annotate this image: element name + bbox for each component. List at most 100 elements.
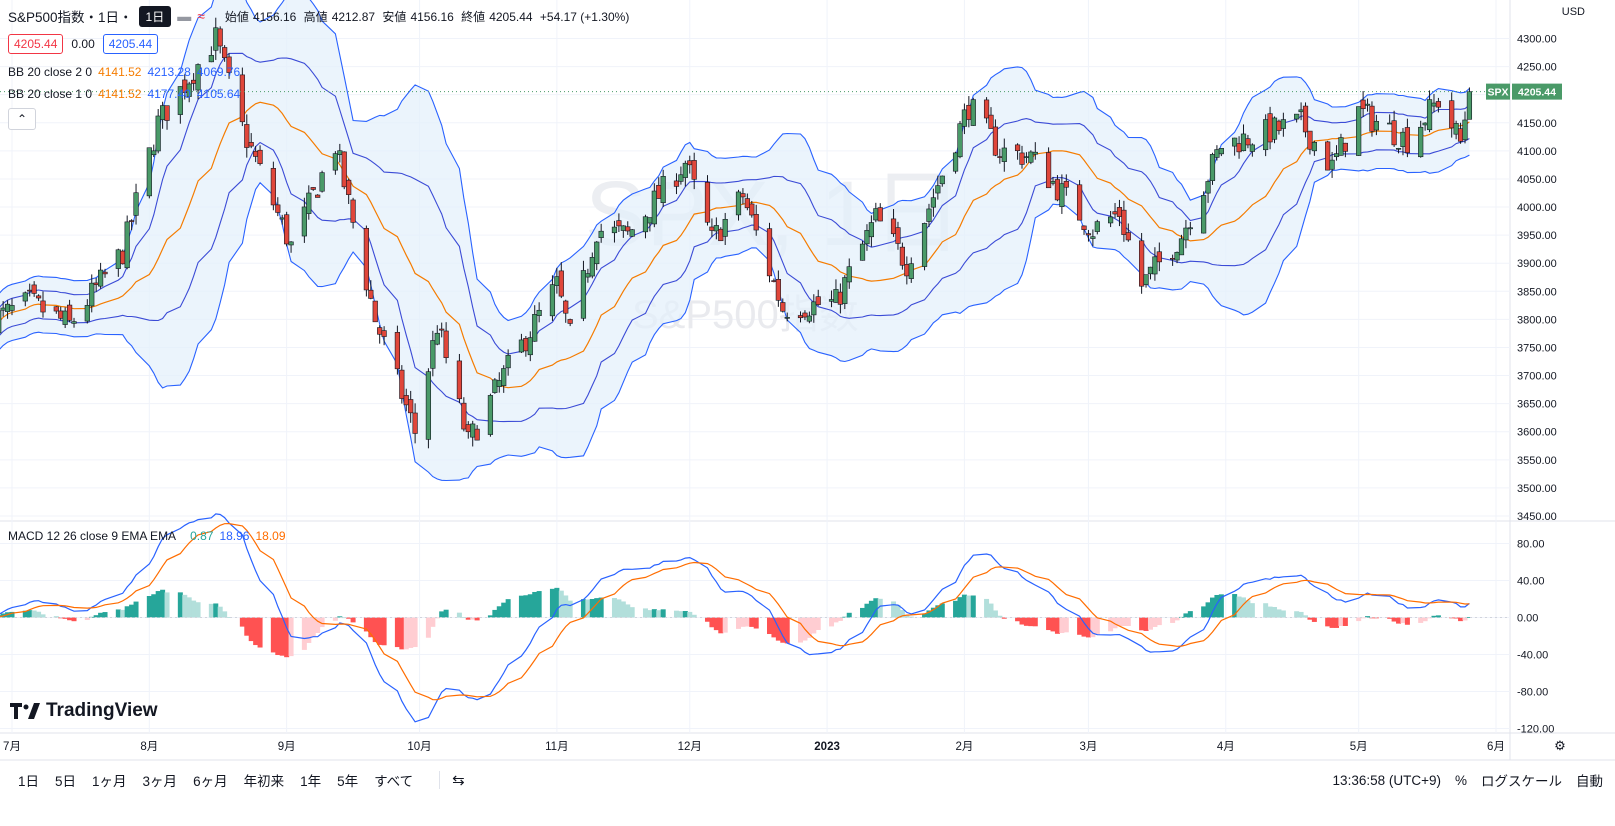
currency-label[interactable]: USD — [1561, 6, 1585, 18]
candle-down — [1302, 105, 1309, 133]
candle-up — [470, 423, 476, 438]
candle-up — [177, 86, 183, 115]
price-tick-label: 3750.00 — [1517, 342, 1557, 354]
range-button[interactable]: 年初来 — [243, 774, 285, 789]
candle-down — [102, 271, 108, 275]
macd-histogram-bar — [1108, 617, 1114, 632]
candle-down — [120, 250, 126, 265]
macd-histogram-bar — [749, 617, 755, 627]
range-button[interactable]: 1日 — [18, 774, 40, 789]
candle-up — [279, 217, 285, 220]
macd-histogram-bar — [222, 611, 228, 618]
macd-histogram-bar — [505, 599, 511, 618]
date-range-icon[interactable]: ⇆ — [439, 771, 465, 789]
macd-histogram-bar — [961, 594, 967, 618]
range-button[interactable]: 5日 — [55, 774, 77, 789]
candle-up — [1001, 147, 1007, 162]
candle-down — [399, 369, 405, 399]
auto-scale-toggle[interactable]: 自動 — [1576, 774, 1603, 789]
ask-price-box[interactable]: 4205.44 — [102, 34, 159, 54]
spread-value: 0.00 — [71, 37, 95, 51]
bb1-legend[interactable]: BB 20 close 1 0 4141.52 4177.40 4105.64 — [8, 87, 240, 101]
price-tick-label: 4150.00 — [1517, 118, 1557, 130]
candle-down — [284, 214, 290, 245]
compare-icon[interactable]: ≈ — [197, 8, 205, 24]
candle-down — [244, 124, 250, 148]
macd-histogram-bar — [319, 617, 325, 628]
bollinger-outer-fill — [0, 0, 1470, 481]
ohlc-readout: 始値 4156.16 高値 4212.87 安値 4156.16 終値 4205.44 … — [225, 8, 633, 25]
symbol-title[interactable]: S&P500指数・1日・ — [8, 10, 133, 25]
time-tick-label: 12月 — [678, 741, 702, 753]
candle-down — [1170, 257, 1176, 260]
candle-down — [363, 228, 369, 291]
time-tick-label: 10月 — [407, 741, 431, 753]
range-button[interactable]: 3ヶ月 — [142, 774, 178, 789]
macd-legend[interactable]: MACD 12 26 close 9 EMA EMA 0.87 18.96 18… — [8, 529, 286, 543]
candle-up — [0, 307, 6, 311]
macd-histogram-bar — [860, 607, 866, 618]
candle-up — [160, 105, 166, 121]
candle-down — [567, 319, 573, 324]
candle-up — [306, 192, 312, 214]
macd-histogram-bar — [40, 614, 46, 618]
macd-histogram-bar — [1232, 594, 1238, 618]
macd-histogram-bar — [394, 617, 400, 648]
candle-down — [275, 204, 281, 213]
range-button[interactable]: 1年 — [300, 774, 322, 789]
candle-down — [815, 296, 821, 305]
candle-up — [62, 310, 68, 325]
clock-time[interactable]: 13:36:58 (UTC+9) — [1332, 772, 1441, 788]
candle-up — [496, 380, 502, 387]
log-scale-toggle[interactable]: ログスケール — [1481, 774, 1562, 789]
candle-down — [257, 149, 263, 164]
low-value: 4156.16 — [410, 9, 454, 24]
candle-up — [434, 332, 440, 345]
price-tick-label: 3500.00 — [1517, 483, 1557, 495]
candle-down — [1112, 211, 1118, 215]
candle-down — [749, 203, 755, 216]
macd-histogram-bar — [1387, 617, 1393, 619]
candle-up — [939, 175, 945, 185]
candle-down — [381, 330, 387, 337]
line-style-icon[interactable]: ▬ — [177, 8, 192, 24]
macd-hist-value: 0.87 — [190, 529, 214, 543]
percent-toggle[interactable]: % — [1454, 772, 1467, 788]
range-button[interactable]: 1ヶ月 — [92, 774, 127, 789]
macd-histogram-bar — [1294, 611, 1300, 618]
candle-down — [709, 226, 715, 231]
macd-histogram-bar — [704, 617, 710, 622]
macd-histogram-bar — [527, 594, 533, 618]
macd-histogram-bar — [611, 598, 617, 618]
candle-down — [992, 126, 999, 156]
macd-histogram-bar — [350, 617, 356, 623]
candle-up — [1373, 121, 1379, 131]
macd-histogram-bar — [1001, 617, 1007, 619]
candle-down — [310, 187, 316, 190]
bb2-legend[interactable]: BB 20 close 2 0 4141.52 4213.28 4069.76 — [8, 65, 240, 79]
candle-down — [408, 399, 414, 414]
macd-histogram-bar — [301, 617, 307, 650]
macd-histogram-bar — [1267, 606, 1273, 618]
candle-up — [598, 230, 604, 238]
macd-histogram-bar — [1453, 617, 1459, 619]
candle-up — [124, 221, 130, 269]
macd-histogram-bar — [1236, 596, 1242, 618]
candle-down — [966, 104, 972, 120]
bid-price-box[interactable]: 4205.44 — [8, 34, 64, 54]
tradingview-logo[interactable]: TradingView — [10, 700, 158, 722]
range-button[interactable]: 5年 — [337, 774, 359, 789]
range-button[interactable]: 6ヶ月 — [193, 774, 228, 789]
range-button[interactable]: すべて — [374, 774, 414, 789]
macd-histogram-bar — [346, 617, 352, 619]
macd-histogram-bar — [678, 611, 684, 618]
candle-down — [771, 280, 777, 282]
candle-up — [1298, 109, 1304, 113]
timeframe-badge[interactable]: 1日 — [138, 5, 172, 27]
candle-down — [1014, 144, 1021, 152]
candle-down — [341, 151, 347, 188]
macd-histogram-bar — [1404, 617, 1410, 625]
candle-up — [1059, 183, 1065, 207]
collapse-legend-button[interactable]: ⌃ — [8, 108, 36, 130]
